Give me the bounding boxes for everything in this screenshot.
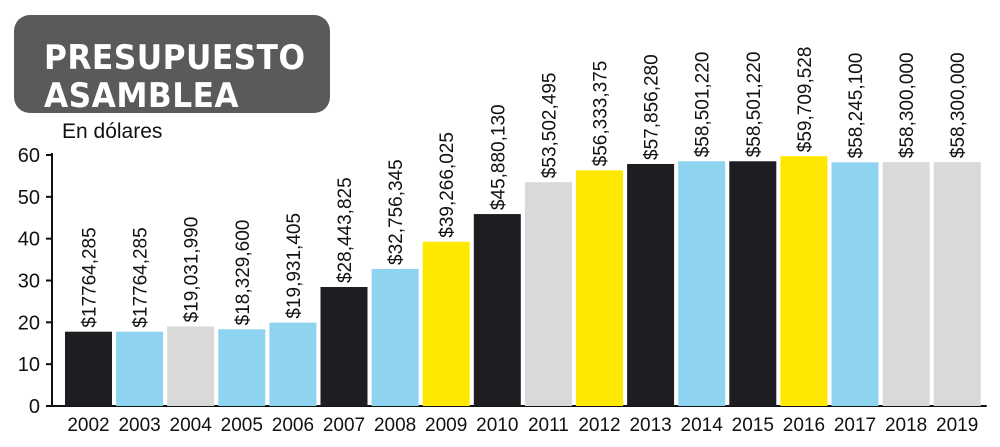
y-tick-label: 60 (18, 145, 40, 167)
bar-2019 (933, 162, 981, 406)
data-label-2002: $17764,285 (80, 227, 101, 327)
data-label-2016: $59,709,528 (795, 47, 816, 153)
bar-2004 (167, 326, 215, 406)
y-tick-label: 40 (18, 229, 40, 251)
bar-2006 (269, 322, 317, 406)
bar-2007 (320, 287, 368, 406)
bar-2012 (576, 170, 623, 406)
data-label-2018: $58,300,000 (897, 52, 918, 158)
data-label-2017: $58,245,100 (846, 53, 867, 159)
bar-2017 (831, 162, 879, 406)
title-box: PRESUPUESTO ASAMBLEA (14, 15, 330, 115)
x-label-2003: 2003 (118, 415, 160, 436)
bar-2016 (780, 156, 828, 406)
y-tick-label: 50 (18, 187, 40, 209)
data-label-2007: $28,443,825 (335, 177, 356, 283)
x-label-2013: 2013 (629, 415, 671, 436)
x-label-2019: 2019 (936, 415, 978, 436)
bar-2003 (116, 331, 164, 406)
x-label-2016: 2016 (783, 415, 825, 436)
x-label-2006: 2006 (272, 415, 314, 436)
chart-x-labels: 2002 2003 2004 2005 2006 2007 2008 2009 2010 2011… (67, 415, 978, 436)
data-label-2019: $58,300,000 (948, 52, 969, 158)
x-label-2010: 2010 (476, 415, 518, 436)
x-label-2014: 2014 (681, 415, 724, 436)
bar-2008 (371, 268, 419, 406)
data-label-2010: $45,880,130 (488, 104, 509, 210)
bar-2005 (218, 329, 266, 406)
x-label-2009: 2009 (425, 415, 467, 436)
x-label-2012: 2012 (578, 415, 620, 436)
x-label-2011: 2011 (528, 415, 569, 436)
data-label-2005: $18,329,600 (233, 220, 254, 326)
data-label-2003: $17764,285 (131, 227, 152, 327)
data-label-2012: $56,333,375 (591, 61, 612, 167)
x-label-2008: 2008 (374, 415, 416, 436)
bar-2009 (422, 241, 470, 406)
x-label-2017: 2017 (834, 415, 876, 436)
data-label-2008: $32,756,345 (386, 159, 407, 265)
bar-2014 (678, 161, 726, 406)
title-line-2: ASAMBLEA (44, 76, 240, 116)
data-label-2015: $58,501,220 (744, 52, 765, 158)
y-axis-unit-label: En dólares (62, 120, 163, 143)
x-label-2005: 2005 (221, 415, 263, 436)
chart-title: PRESUPUESTO ASAMBLEA (44, 39, 306, 115)
bar-2011 (524, 182, 572, 406)
chart-data-labels: $17764,285 $17764,285 $19,031,990 $18,329,6… (80, 47, 970, 328)
bar-2015 (729, 161, 777, 406)
bar-2018 (882, 162, 930, 406)
x-label-2002: 2002 (67, 415, 109, 436)
data-label-2014: $58,501,220 (693, 52, 714, 158)
y-tick-label: 10 (18, 354, 40, 376)
x-label-2007: 2007 (323, 415, 365, 436)
data-label-2013: $57,856,280 (642, 54, 663, 160)
data-label-2006: $19,931,405 (284, 213, 305, 319)
data-label-2009: $39,266,025 (437, 132, 458, 238)
x-label-2015: 2015 (732, 415, 774, 436)
bar-2002 (65, 331, 112, 406)
bar-2010 (473, 214, 521, 406)
data-label-2011: $53,502,495 (539, 73, 560, 179)
x-label-2004: 2004 (170, 415, 213, 436)
title-line-1: PRESUPUESTO (44, 38, 306, 78)
y-tick-label: 20 (18, 312, 40, 334)
y-tick-label: 30 (18, 271, 40, 293)
y-tick-label: 0 (29, 396, 40, 418)
chart-bars (65, 156, 981, 406)
bar-2013 (627, 163, 675, 406)
data-label-2004: $19,031,990 (182, 217, 203, 323)
x-label-2018: 2018 (885, 415, 927, 436)
